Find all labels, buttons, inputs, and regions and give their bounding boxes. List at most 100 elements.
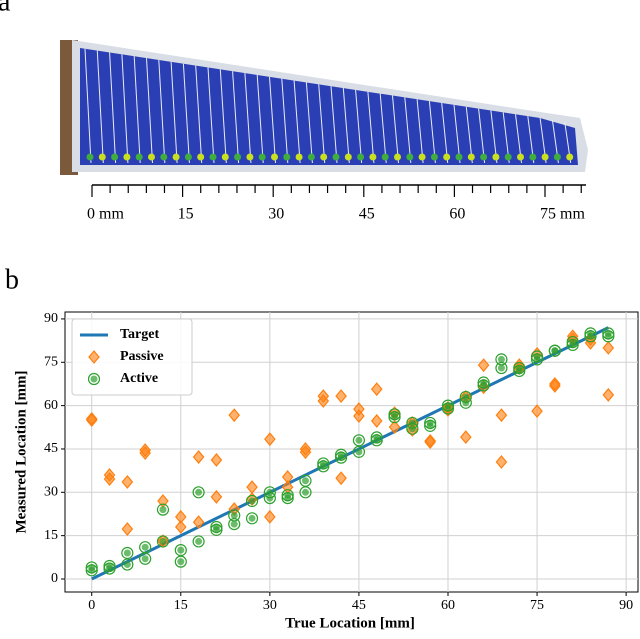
point-core [444, 405, 452, 413]
photo-dot [504, 153, 512, 161]
photo-thread [96, 50, 104, 164]
photo-thread [182, 63, 190, 164]
photo-thread [355, 89, 363, 164]
photo-thread [207, 67, 215, 164]
photo-dot [553, 153, 561, 161]
point-ring [299, 486, 312, 499]
data-point [192, 535, 205, 548]
point-ring [513, 364, 526, 378]
data-point [335, 451, 348, 464]
data-point [549, 379, 561, 393]
photo-dot [234, 153, 242, 161]
point-core [497, 355, 505, 363]
point-core [90, 375, 98, 383]
photo-dot [517, 153, 524, 161]
photo-dot [271, 153, 278, 161]
photo-thread [453, 104, 461, 164]
point-core [586, 329, 594, 337]
ruler-label: 75 mm [540, 206, 585, 223]
photo-thread [158, 59, 166, 164]
y-tick-label: 0 [51, 571, 58, 586]
point-core [248, 497, 256, 505]
point-ring [441, 402, 455, 415]
point-core [159, 537, 167, 545]
x-tick-label: 15 [174, 598, 188, 613]
data-point [477, 376, 490, 389]
point-core [230, 520, 238, 528]
data-point [264, 509, 276, 524]
point-ring [103, 562, 116, 575]
point-ring [477, 376, 490, 389]
data-point [406, 422, 419, 435]
point-ring [584, 327, 597, 340]
photo-thread [121, 54, 129, 164]
point-core [426, 422, 434, 430]
data-point [210, 453, 223, 467]
data-point [353, 409, 365, 423]
point-ring [281, 489, 294, 502]
point-core [106, 565, 114, 573]
data-point [264, 432, 276, 447]
plot-area [85, 326, 615, 581]
data-point [103, 472, 116, 486]
point-core [141, 543, 149, 551]
point-ring [210, 523, 223, 536]
point-core [301, 477, 309, 485]
point-core [408, 425, 416, 433]
photo-dot [467, 153, 475, 161]
point-core [123, 561, 131, 569]
photo-dot [320, 153, 328, 161]
photo-dot [295, 153, 303, 161]
data-point [156, 535, 170, 548]
data-point [263, 491, 276, 505]
point-core [480, 379, 488, 387]
photo-dot [98, 153, 106, 161]
point-core [569, 338, 577, 346]
photo-dot [160, 153, 168, 161]
x-tick-label: 90 [619, 598, 633, 613]
data-point [192, 486, 205, 499]
photo-thread [441, 102, 449, 164]
photo-thread [342, 88, 350, 164]
photo-thread [219, 69, 227, 164]
photo-thread [170, 61, 178, 164]
data-point [495, 353, 508, 366]
point-core [248, 514, 256, 522]
y-tick-label: 75 [44, 354, 58, 369]
data-point [495, 408, 508, 423]
point-ring [228, 517, 241, 531]
point-ring [139, 552, 152, 565]
data-point [388, 408, 401, 421]
photo-thread [379, 93, 387, 164]
data-point [352, 445, 366, 458]
data-point [460, 430, 472, 445]
data-point [441, 402, 455, 415]
photo-dot [430, 153, 438, 161]
data-point [192, 515, 205, 530]
ruler-label: 60 [449, 206, 465, 223]
legend-label: Target [120, 327, 159, 342]
photo-dot [369, 153, 377, 161]
data-point [139, 446, 151, 460]
legend-label: Active [120, 371, 158, 386]
photo-dot [172, 153, 180, 161]
data-point [192, 450, 205, 464]
point-ring [156, 503, 170, 516]
data-point [602, 330, 615, 343]
point-ring [602, 330, 615, 343]
photo-dot [332, 153, 340, 161]
point-ring [87, 372, 101, 386]
y-tick-label: 45 [44, 441, 58, 456]
photo-thread [244, 73, 252, 164]
legend: Target Passive Active [71, 318, 193, 396]
data-point [88, 350, 100, 364]
data-point [174, 555, 187, 568]
photo-thread [293, 80, 301, 164]
data-point [388, 420, 401, 434]
photo-dot [566, 153, 574, 161]
data-point [299, 474, 312, 487]
photo-thread [256, 74, 264, 164]
data-point [370, 382, 383, 397]
plot-frame [64, 311, 639, 593]
